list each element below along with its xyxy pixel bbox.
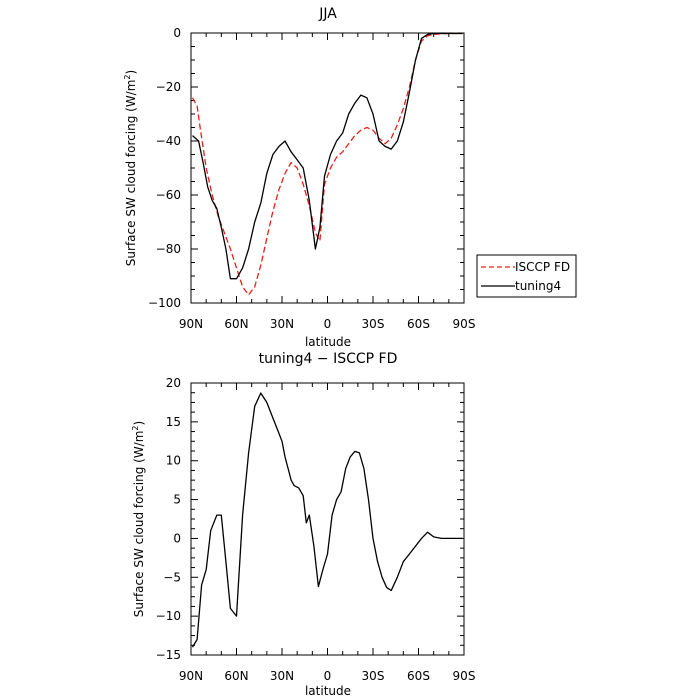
- bottom-chart-x-tick-label: 30N: [270, 669, 294, 683]
- legend: ISCCP FD tuning4: [476, 254, 577, 298]
- bottom-chart-title: tuning4 − ISCCP FD: [259, 351, 398, 367]
- legend-box: [476, 254, 577, 298]
- bottom-chart-x-tick-label: 90N: [179, 669, 203, 683]
- bottom-chart-x-tick-label: 90S: [453, 669, 476, 683]
- top-chart-x-axis-title: latitude: [305, 335, 351, 349]
- legend-label-tuning4: tuning4: [515, 279, 561, 293]
- bottom-chart-y-tick-label: −10: [156, 609, 181, 623]
- top-chart-x-tick-label: 30S: [362, 317, 385, 331]
- top-chart-x-tick-label: 90N: [179, 317, 203, 331]
- top-chart-y-axis-title: Surface SW cloud forcing (W/m2): [123, 70, 138, 266]
- top-chart-y-tick-label: −40: [156, 134, 181, 148]
- bottom-chart-series-line-0: [191, 392, 463, 648]
- bottom-chart-y-tick-label: −15: [156, 648, 181, 662]
- bottom-chart-y-axis-title: Surface SW cloud forcing (W/m2): [131, 421, 146, 617]
- top-chart-y-tick-label: −60: [156, 188, 181, 202]
- top-chart-x-tick-label: 0: [324, 317, 332, 331]
- top-chart-ticks: 90N 60N 30N 0 30S 60S 90S −100 −80 −60 −40 −20 0: [148, 26, 475, 331]
- top-chart-y-tick-label: −20: [156, 80, 181, 94]
- bottom-chart-x-tick-label: 60N: [224, 669, 248, 683]
- legend-label-isccp-fd: ISCCP FD: [515, 260, 570, 274]
- top-chart-series: [191, 32, 463, 296]
- top-chart-title: JJA: [318, 6, 337, 22]
- bottom-chart-x-tick-label: 30S: [362, 669, 385, 683]
- top-chart-y-tick-label: 0: [173, 26, 181, 40]
- top-chart-y-tick-label: −80: [156, 242, 181, 256]
- bottom-chart-x-tick-label: 0: [324, 669, 332, 683]
- top-chart-x-tick-label: 60S: [407, 317, 430, 331]
- top-chart-panel: JJA 90N 60N 30N 0 30S 60S 90S −100 −80 −60 −40 −20 0…: [123, 6, 475, 349]
- bottom-chart-y-tick-label: 0: [173, 531, 181, 545]
- top-chart-x-tick-label: 90S: [453, 317, 476, 331]
- top-chart-y-tick-label: −100: [148, 296, 181, 310]
- bottom-chart-y-tick-label: 5: [173, 493, 181, 507]
- top-chart-x-tick-label: 60N: [224, 317, 248, 331]
- bottom-chart-series: [191, 392, 463, 648]
- bottom-chart-x-tick-label: 60S: [407, 669, 430, 683]
- top-chart-x-tick-label: 30N: [270, 317, 294, 331]
- bottom-chart-x-axis-title: latitude: [305, 684, 351, 698]
- bottom-chart-y-tick-label: 20: [166, 376, 181, 390]
- bottom-chart-y-tick-label: 15: [166, 415, 181, 429]
- bottom-chart-panel: tuning4 − ISCCP FD 90N 60N 30N 0 30S 60S 90S −1…: [131, 351, 475, 698]
- bottom-chart-y-tick-label: −5: [163, 570, 181, 584]
- top-chart-series-line-tuning4: [192, 32, 463, 280]
- bottom-chart-y-tick-label: 10: [166, 454, 181, 468]
